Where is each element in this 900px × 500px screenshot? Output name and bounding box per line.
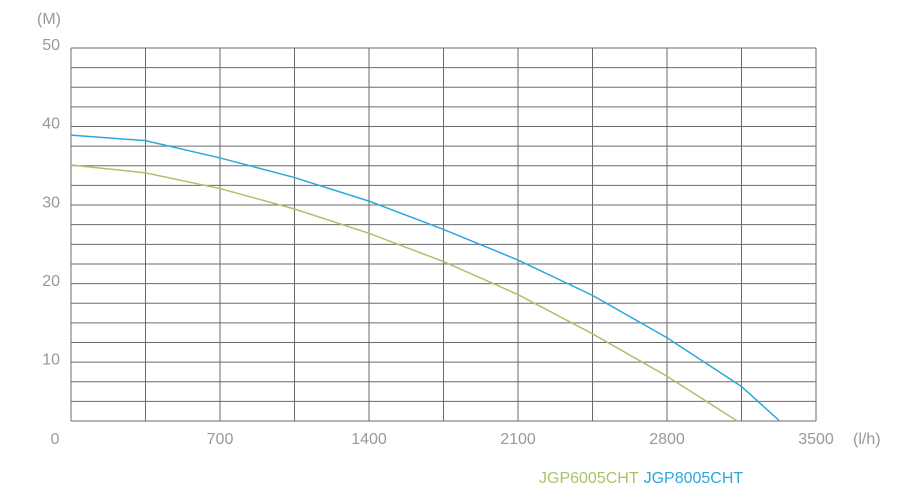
x-tick-label: 0 [51,431,60,448]
x-tick-label: 3500 [798,431,834,448]
y-tick-label: 10 [42,351,60,368]
x-tick-label: 700 [207,431,234,448]
legend-entry: JGP6005CHT [539,470,639,487]
curve [70,164,738,422]
y-tick-label: 40 [42,116,60,133]
y-tick-label: 30 [42,194,60,211]
curve [70,134,780,421]
x-tick-label: 1400 [351,431,387,448]
x-tick-label: 2100 [500,431,536,448]
x-axis-label: (l/h) [853,431,881,448]
y-axis-label: (M) [37,11,61,28]
x-tick-label: 2800 [649,431,685,448]
y-tick-label: 50 [42,37,60,54]
y-tick-label: 20 [42,273,60,290]
legend-entry: JGP8005CHT [644,470,744,487]
